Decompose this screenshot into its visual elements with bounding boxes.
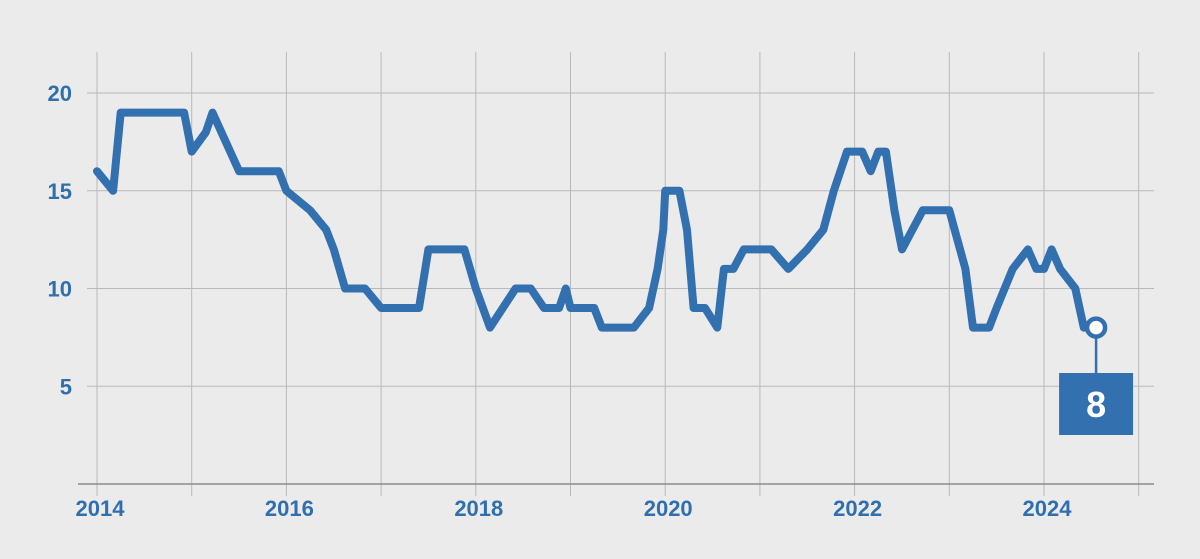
x-tick-label: 2022	[833, 496, 882, 521]
last-point-marker	[1084, 316, 1108, 339]
x-tick-label: 2024	[1023, 496, 1073, 521]
series-line	[93, 108, 1101, 332]
y-tick-label: 5	[60, 374, 72, 399]
y-tick-label: 10	[48, 277, 72, 302]
callout-value-label: 8	[1086, 384, 1106, 425]
y-tick-label: 20	[48, 81, 72, 106]
callout-box	[1059, 373, 1134, 435]
x-tick-label: 2018	[454, 496, 503, 521]
y-tick-label: 15	[48, 179, 72, 204]
last-value-callout: 8	[1059, 316, 1134, 435]
x-tick-label: 2014	[76, 496, 126, 521]
axes: 5 10 15 20 2014 2016 2018 2020 2022 2024	[48, 81, 1154, 521]
series-layer	[93, 108, 1101, 332]
x-tick-label: 2020	[644, 496, 693, 521]
grid	[87, 52, 1154, 496]
x-tick-label: 2016	[265, 496, 314, 521]
